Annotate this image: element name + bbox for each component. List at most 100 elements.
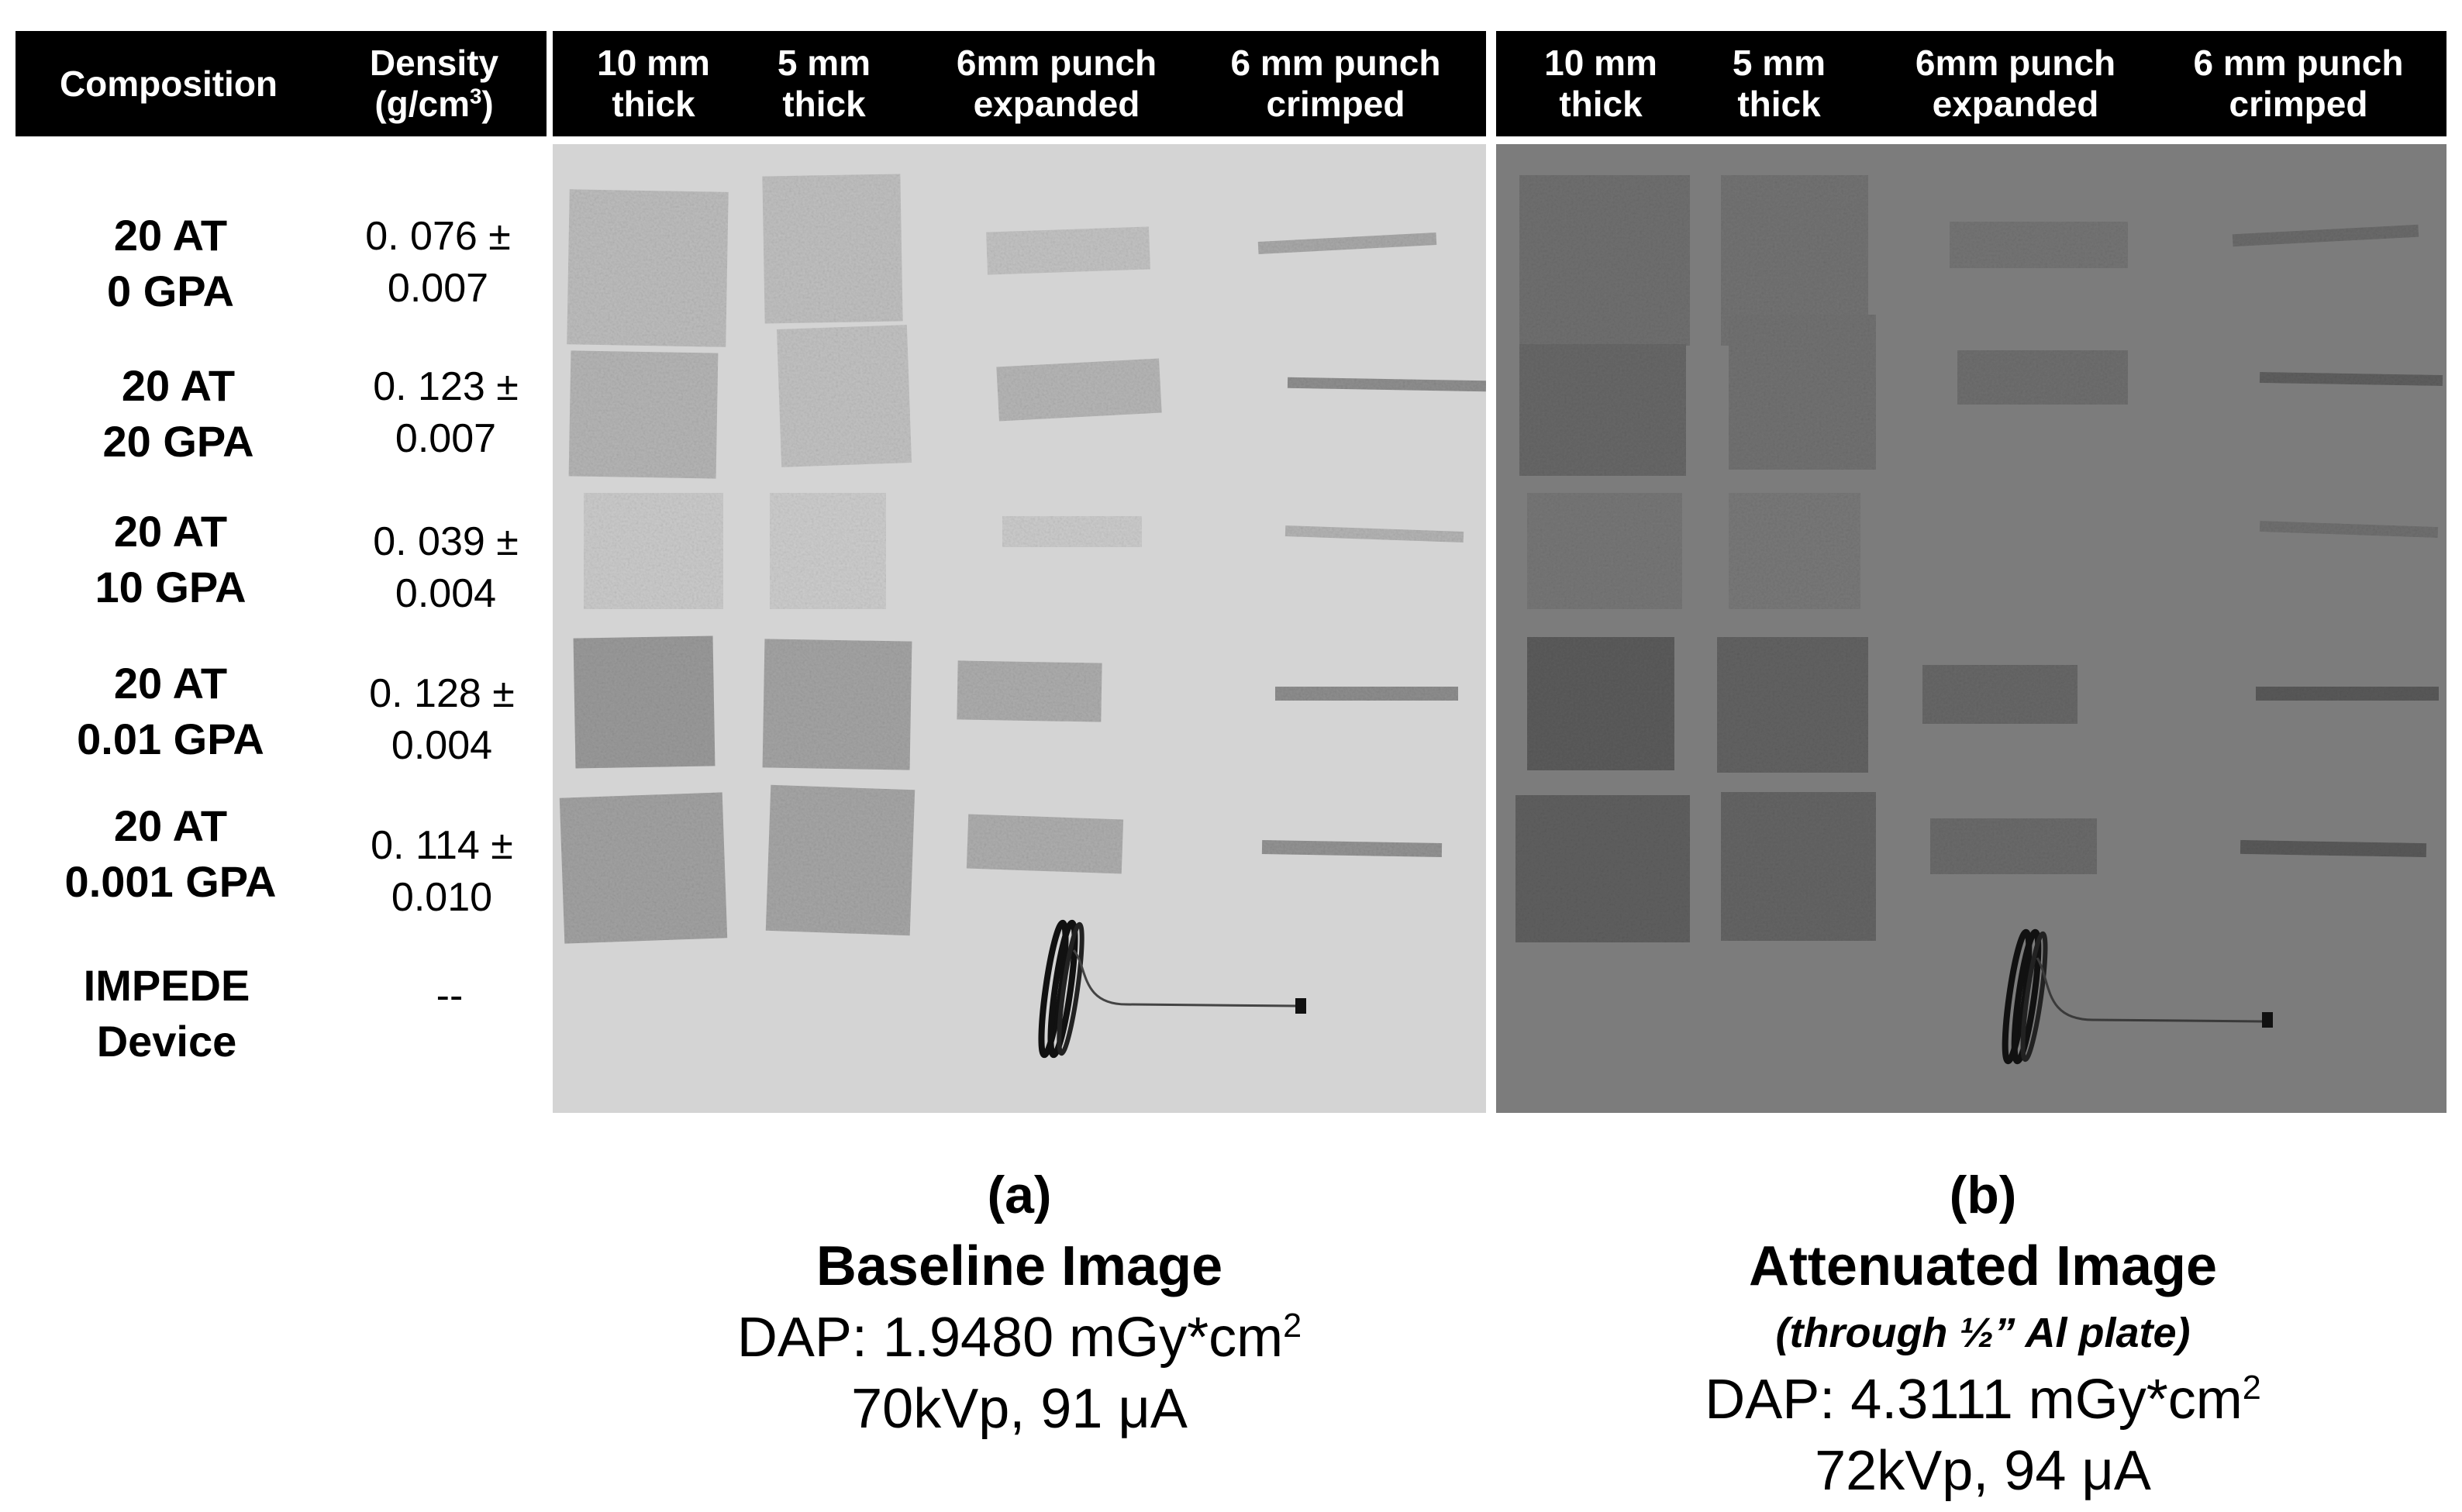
caption-a: (a) Baseline Image DAP: 1.9480 mGy*cm2 7… [593, 1159, 1446, 1445]
row-label-line2: 20 GPA [102, 416, 254, 466]
composition-header: Composition [16, 31, 322, 136]
sample-patch [1717, 637, 1868, 773]
sample-patch [996, 358, 1162, 422]
sample-patch [986, 226, 1150, 275]
sample-patch [568, 350, 719, 479]
caption-b-letter: (b) [1949, 1166, 2017, 1224]
caption-a-params: 70kVp, 91 μA [851, 1378, 1188, 1440]
panel-b-col-header: 6mm punch expanded [1884, 31, 2147, 136]
row-label-line1: 20 AT [113, 507, 228, 556]
caption-b-subtitle: (through ½” Al plate) [1775, 1310, 2191, 1356]
sample-patch [1957, 350, 2128, 405]
sample-strip [1257, 232, 1437, 255]
row-label-line1: 20 AT [113, 801, 228, 850]
density-value: 0. 128 ± 0.004 [326, 668, 558, 771]
caption-a-title: Baseline Image [815, 1235, 1223, 1297]
attenuated-radiograph [1496, 144, 2446, 1113]
sample-strip [1261, 839, 1443, 858]
panel-a-col2-line2: thick [782, 84, 866, 124]
panel-b-col1-line1: 10 mm [1544, 43, 1657, 84]
panel-b-col4-line1: 6 mm punch [2193, 43, 2404, 84]
panel-a-col-header: 10 mm thick [553, 31, 754, 136]
sample-patch [1527, 493, 1682, 609]
row-label-line1: 20 AT [121, 361, 236, 410]
panel-b-col4-line2: crimped [2229, 84, 2368, 124]
sample-patch [770, 493, 886, 609]
sample-patch [957, 660, 1102, 722]
sample-strip [2240, 839, 2427, 858]
sample-patch [776, 325, 912, 467]
sample-strip [2256, 687, 2439, 701]
row-label-line2: Device [96, 1016, 237, 1066]
sample-patch [1002, 516, 1142, 547]
row-label: 20 AT 0 GPA [8, 208, 333, 319]
caption-a-dap: DAP: 1.9480 mGy*cm2 [736, 1307, 1302, 1369]
caption-a-letter: (a) [987, 1166, 1052, 1224]
impede-device [1038, 919, 1306, 1059]
row-label: 20 AT 10 GPA [8, 504, 333, 615]
panel-b-col2-line1: 5 mm [1732, 43, 1826, 84]
panel-a-col4-line2: crimped [1266, 84, 1405, 124]
attenuated-radiograph-svg [1496, 144, 2446, 1113]
sample-strip [1284, 525, 1464, 543]
row-label-line1: 20 AT [113, 211, 228, 260]
sample-patch [1950, 222, 2128, 268]
density-value: 0. 076 ± 0.007 [322, 211, 554, 314]
density-line1: -- [436, 973, 464, 1018]
panel-a-col-header: 6 mm punch crimped [1196, 31, 1475, 136]
panel-a-col2-line1: 5 mm [777, 43, 871, 84]
sample-patch [1721, 792, 1876, 941]
panel-a-col1-line1: 10 mm [597, 43, 710, 84]
sample-strip [1287, 377, 1486, 392]
panel-a-col-header: 6mm punch expanded [925, 31, 1188, 136]
panel-b-header-bar: 10 mm thick 5 mm thick 6mm punch expande… [1496, 31, 2446, 136]
row-label-line2: 0.01 GPA [77, 714, 264, 763]
density-line2: 0.004 [391, 722, 493, 768]
panel-a-col3-line1: 6mm punch [956, 43, 1157, 84]
density-line1: 0. 039 ± [373, 519, 519, 564]
sample-strip [1275, 687, 1458, 701]
sample-patch [1930, 818, 2097, 874]
caption-b-params: 72kVp, 94 μA [1815, 1440, 2151, 1502]
sample-patch [573, 635, 715, 769]
caption-b: (b) Attenuated Image (through ½” Al plat… [1557, 1159, 2409, 1507]
density-header: Density (g/cm3) [322, 31, 547, 136]
panel-b-col-header: 6 mm punch crimped [2155, 31, 2442, 136]
density-value: -- [333, 970, 566, 1022]
panel-b-col1-line2: thick [1559, 84, 1643, 124]
density-line1: 0. 114 ± [371, 823, 513, 868]
panel-b-col2-line2: thick [1737, 84, 1821, 124]
caption-b-title: Attenuated Image [1748, 1235, 2218, 1297]
sample-patch [966, 814, 1124, 874]
panel-a-col1-line2: thick [612, 84, 695, 124]
row-label-line1: 20 AT [113, 659, 228, 708]
panel-b-col3-line2: expanded [1932, 84, 2099, 124]
row-label-line2: 0.001 GPA [64, 856, 277, 906]
sample-strip [2232, 224, 2419, 247]
sample-patch [762, 639, 912, 770]
sample-patch [567, 189, 729, 347]
sample-patch [584, 493, 723, 609]
density-line1: 0. 123 ± [373, 364, 519, 409]
sample-patch [762, 174, 903, 324]
panel-b-col-header: 10 mm thick [1496, 31, 1705, 136]
row-label: 20 AT 0.01 GPA [8, 656, 333, 766]
sample-patch [1519, 344, 1686, 476]
density-line2: 0.004 [395, 570, 497, 616]
panel-a-col3-line2: expanded [973, 84, 1140, 124]
sample-patch [1515, 795, 1690, 942]
row-label-line1: IMPEDE [83, 961, 250, 1010]
density-value: 0. 039 ± 0.004 [329, 516, 562, 619]
sample-patch [1729, 315, 1876, 470]
row-label-line2: 10 GPA [95, 562, 247, 611]
composition-header-label: Composition [59, 63, 278, 104]
row-label: 20 AT 0.001 GPA [8, 798, 333, 909]
density-value: 0. 114 ± 0.010 [326, 820, 558, 923]
sample-patch [1527, 637, 1674, 770]
sample-patch [1519, 175, 1690, 346]
sample-patch [1729, 493, 1860, 609]
row-label: 20 AT 20 GPA [16, 358, 341, 469]
density-line2: 0.007 [395, 415, 497, 461]
sample-patch [559, 792, 728, 944]
sample-strip [2259, 371, 2443, 387]
